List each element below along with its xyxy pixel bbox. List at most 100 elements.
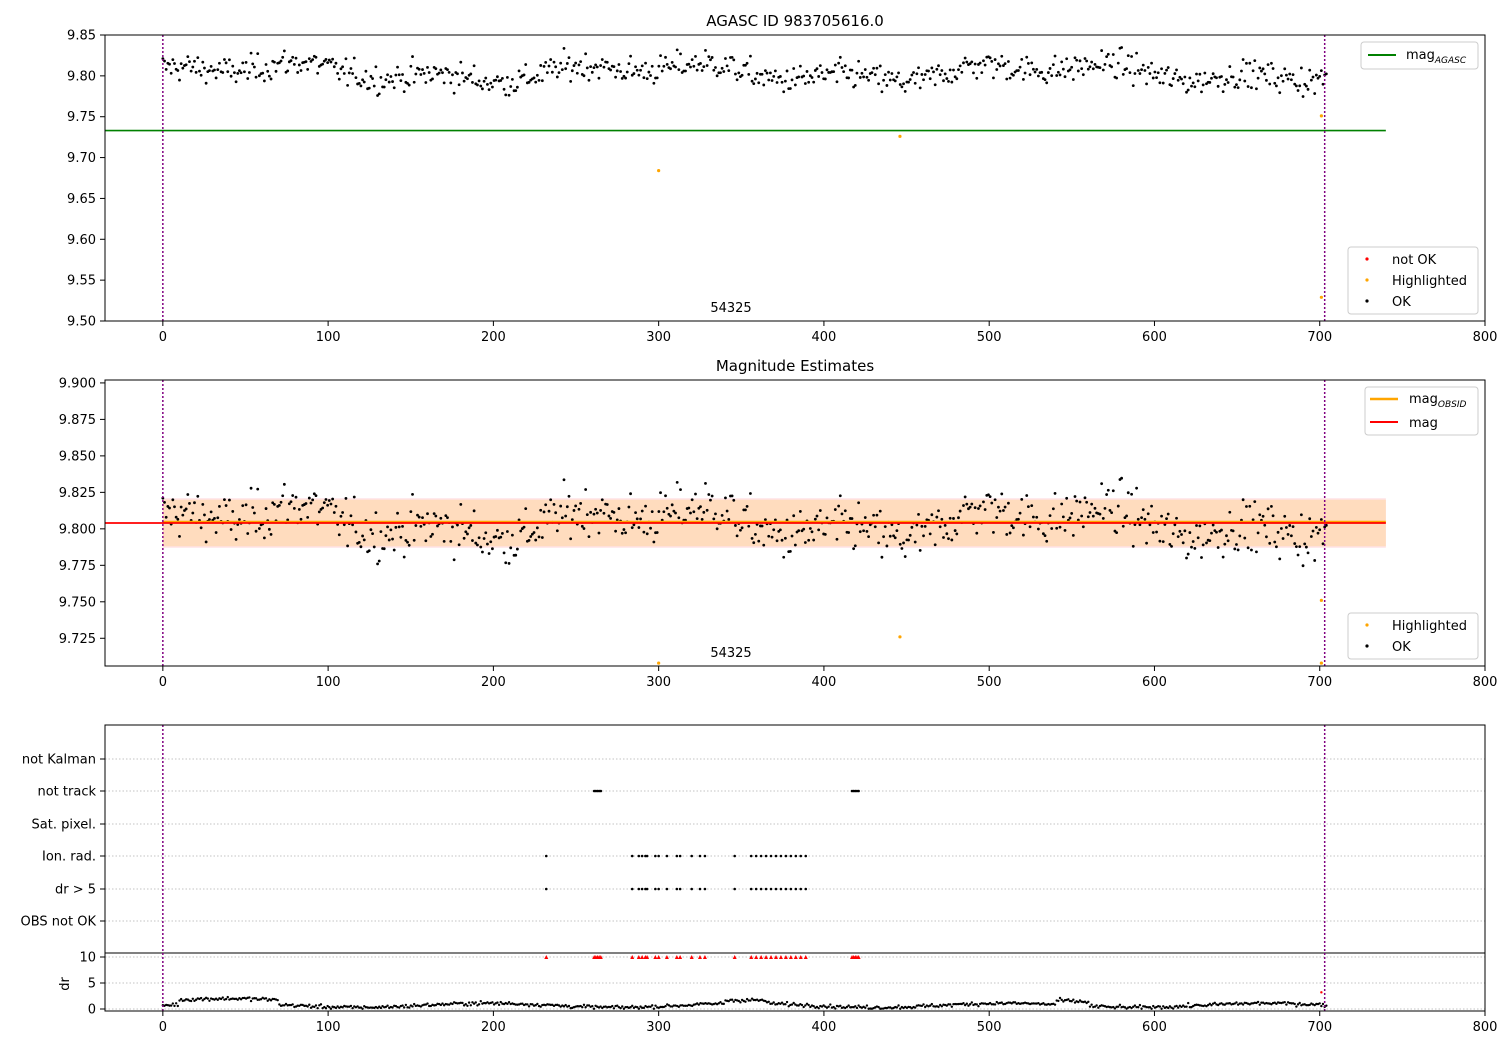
ok-point bbox=[803, 541, 807, 544]
highlighted-point bbox=[1319, 114, 1323, 118]
ok-point bbox=[1041, 532, 1045, 536]
ok-point bbox=[514, 89, 518, 93]
ok-point bbox=[334, 61, 338, 65]
dr-point bbox=[536, 1002, 539, 1006]
ok-point bbox=[501, 531, 504, 535]
ok-point bbox=[439, 516, 443, 520]
ok-point bbox=[549, 58, 553, 61]
ok-point bbox=[1031, 67, 1035, 71]
panel-1-annotation: 54325 bbox=[710, 301, 751, 316]
ok-point bbox=[737, 71, 741, 75]
ok-point bbox=[476, 543, 479, 547]
ok-point bbox=[798, 64, 802, 68]
ok-point bbox=[953, 529, 957, 532]
dr-point bbox=[745, 997, 749, 1001]
ok-point bbox=[833, 508, 837, 511]
ok-point bbox=[853, 544, 857, 548]
ok-point bbox=[1250, 86, 1253, 90]
ok-point bbox=[1035, 515, 1039, 519]
ok-point bbox=[1256, 531, 1260, 535]
ok-point bbox=[326, 503, 330, 507]
panel-1-axes: 0 100 200 300 400 500 600 700 8009.509.559.609.6… bbox=[67, 29, 1497, 346]
ok-point bbox=[384, 534, 388, 538]
ok-point bbox=[1140, 68, 1143, 71]
flag-point bbox=[733, 887, 736, 891]
ok-point bbox=[1043, 78, 1047, 82]
ok-point bbox=[960, 70, 964, 74]
ok-point bbox=[1216, 84, 1220, 88]
dr-point bbox=[1042, 1002, 1045, 1005]
ok-point bbox=[992, 531, 995, 534]
ok-point bbox=[1060, 502, 1064, 506]
ok-point bbox=[1223, 542, 1227, 546]
ok-point bbox=[862, 75, 866, 79]
ok-point bbox=[565, 62, 569, 65]
legend-mag-obsid-label: magOBSID bbox=[1409, 392, 1467, 410]
y-tick-label: 9.70 bbox=[67, 151, 96, 166]
ok-point bbox=[1165, 517, 1168, 521]
ok-point bbox=[817, 75, 821, 78]
ok-point bbox=[1293, 542, 1297, 545]
ok-point bbox=[790, 78, 794, 82]
ok-point bbox=[337, 533, 341, 537]
ok-point bbox=[1040, 70, 1044, 74]
ok-point bbox=[615, 69, 619, 73]
ok-point bbox=[807, 80, 811, 84]
ok-point bbox=[396, 65, 399, 69]
ok-point bbox=[913, 81, 917, 85]
dr-point bbox=[1305, 1003, 1308, 1007]
ok-point bbox=[346, 83, 350, 87]
ok-point bbox=[422, 71, 426, 75]
ok-point bbox=[479, 84, 483, 88]
ok-point bbox=[216, 516, 220, 520]
dr-point bbox=[1283, 1000, 1286, 1004]
ok-point bbox=[224, 61, 228, 65]
dr-point bbox=[1112, 1005, 1115, 1009]
ok-point bbox=[599, 509, 603, 512]
ok-point bbox=[630, 526, 634, 530]
ok-point bbox=[1283, 514, 1287, 518]
ok-point bbox=[1101, 516, 1105, 520]
ok-point bbox=[1111, 489, 1115, 493]
ok-point bbox=[1246, 546, 1250, 550]
ok-point bbox=[247, 71, 251, 74]
dr-point bbox=[278, 1003, 281, 1006]
ok-point bbox=[570, 518, 574, 522]
ok-point bbox=[1266, 507, 1270, 511]
ok-point bbox=[702, 65, 706, 69]
ok-point bbox=[797, 529, 801, 533]
ok-point bbox=[372, 84, 376, 88]
ok-point bbox=[203, 513, 206, 517]
dr-point bbox=[770, 1002, 774, 1005]
ok-point bbox=[592, 66, 596, 70]
dr-point bbox=[621, 1005, 624, 1008]
ok-point bbox=[1065, 57, 1069, 61]
ok-point bbox=[1093, 506, 1097, 510]
ok-point bbox=[875, 66, 879, 70]
ok-point bbox=[244, 503, 248, 507]
ok-point bbox=[597, 76, 601, 80]
ok-point bbox=[527, 539, 531, 542]
dr-point bbox=[341, 1006, 344, 1009]
ok-point bbox=[614, 75, 617, 79]
ok-point bbox=[401, 73, 404, 76]
ok-point bbox=[171, 58, 175, 61]
ok-point bbox=[532, 76, 536, 80]
dr-clipped-marker bbox=[773, 955, 778, 959]
dr-point bbox=[877, 1005, 880, 1009]
ok-point bbox=[963, 495, 967, 499]
ok-point bbox=[788, 87, 792, 90]
dr-point bbox=[664, 1004, 667, 1008]
ok-point bbox=[560, 68, 564, 72]
ok-point bbox=[357, 82, 361, 85]
ok-point bbox=[1131, 84, 1135, 88]
dr-point bbox=[376, 1006, 379, 1010]
ok-point bbox=[1195, 524, 1198, 527]
ok-point bbox=[1296, 89, 1300, 92]
ok-point bbox=[1185, 90, 1188, 94]
ok-point bbox=[1076, 69, 1080, 73]
ok-point bbox=[544, 60, 548, 64]
ok-point bbox=[163, 59, 166, 63]
ok-point bbox=[337, 77, 341, 81]
ok-point bbox=[238, 518, 241, 521]
